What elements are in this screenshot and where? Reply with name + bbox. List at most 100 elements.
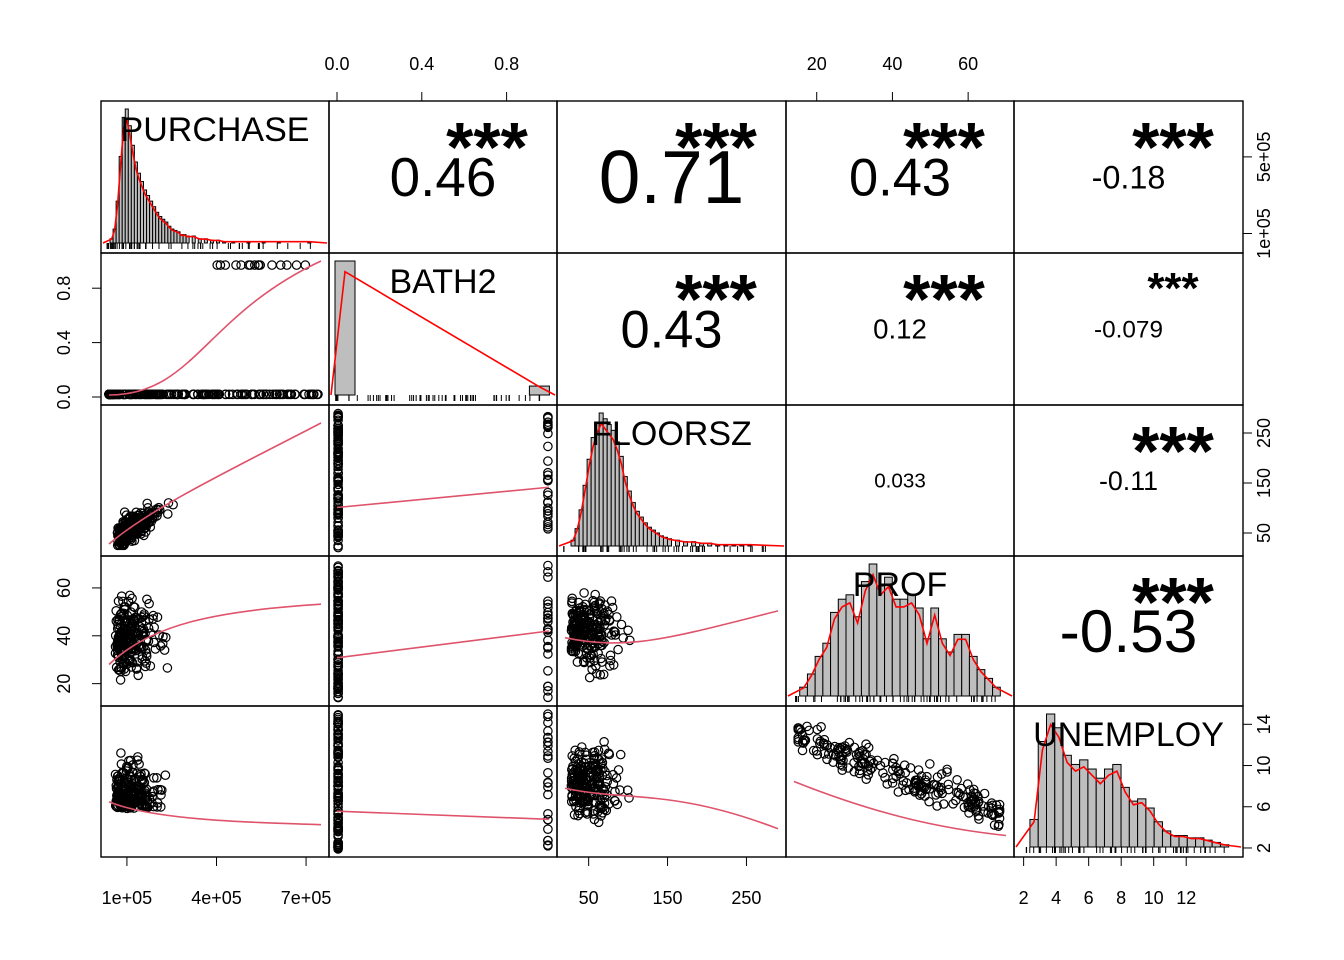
data-point [543, 503, 553, 513]
density-curve [1015, 722, 1242, 848]
data-point [333, 612, 343, 623]
data-point [118, 528, 128, 539]
data-point [122, 799, 133, 810]
data-point [333, 570, 343, 581]
data-point [922, 771, 932, 782]
significance-stars: *** [675, 108, 757, 186]
data-point [289, 389, 300, 400]
data-point [333, 603, 343, 613]
tick-label: 0.0 [324, 54, 349, 74]
data-point [312, 389, 322, 400]
data-point [543, 767, 553, 778]
data-point [616, 619, 627, 630]
scatter-points [112, 498, 178, 551]
data-point [837, 765, 848, 775]
data-point [333, 585, 343, 595]
data-point [148, 614, 158, 624]
data-point [942, 767, 952, 777]
data-point [149, 772, 159, 783]
data-point [134, 782, 144, 793]
data-point [793, 736, 803, 747]
data-point [143, 518, 153, 529]
tick-label: 14 [1254, 714, 1274, 734]
data-point [543, 635, 553, 646]
data-point [155, 641, 166, 651]
data-point [543, 523, 553, 534]
data-point [291, 260, 302, 270]
data-point [126, 774, 137, 785]
data-point [849, 742, 860, 753]
data-point [582, 809, 592, 819]
data-point [887, 765, 898, 775]
data-point [543, 737, 553, 748]
data-point [993, 808, 1004, 818]
data-point [543, 685, 553, 696]
data-point [613, 644, 623, 655]
tick-label: 50 [1254, 523, 1274, 543]
data-point [333, 749, 343, 760]
data-point [275, 260, 286, 270]
panel-frame [100, 252, 330, 406]
data-point [622, 785, 633, 795]
data-point [140, 389, 150, 400]
data-point [582, 638, 592, 648]
data-point [569, 772, 579, 782]
data-point [543, 470, 553, 480]
data-point [987, 800, 998, 811]
data-point [160, 770, 171, 780]
data-point [333, 589, 343, 600]
data-point [581, 750, 592, 760]
significance-stars: *** [1132, 412, 1214, 490]
data-point [136, 617, 147, 628]
data-point [948, 798, 958, 809]
data-point [812, 749, 823, 760]
data-point [333, 599, 343, 609]
data-point [812, 734, 823, 744]
data-point [576, 792, 587, 802]
correlation-value: -0.11 [1099, 466, 1158, 496]
variable-name-label: BATH2 [389, 263, 496, 301]
data-point [586, 763, 597, 773]
data-point [137, 644, 147, 654]
data-point [543, 441, 553, 452]
data-point [199, 389, 209, 400]
data-point [543, 808, 553, 819]
data-point [623, 625, 633, 636]
tick-label: 250 [731, 888, 761, 908]
data-point [131, 614, 142, 625]
panel-frame [328, 555, 558, 707]
data-point [333, 529, 343, 539]
data-point [126, 515, 136, 526]
data-point [141, 658, 151, 668]
smoother-line [564, 787, 779, 830]
data-point [282, 260, 292, 270]
histogram-bar [907, 594, 916, 697]
data-point [150, 389, 161, 400]
data-point [220, 389, 231, 400]
data-point [958, 791, 968, 802]
data-point [822, 754, 832, 765]
histogram-bar [853, 616, 862, 697]
data-point [130, 602, 140, 613]
data-point [589, 597, 599, 608]
data-point [140, 656, 150, 666]
data-point [139, 768, 150, 778]
histogram-bar [1029, 818, 1039, 848]
histogram-bar [1062, 754, 1072, 848]
data-point [144, 794, 155, 805]
data-point [543, 572, 553, 582]
data-point [126, 656, 136, 666]
data-point [333, 838, 343, 848]
data-point [148, 610, 159, 621]
scatter-points [110, 590, 173, 685]
significance-stars: *** [903, 260, 985, 338]
data-point [286, 389, 297, 400]
data-point [333, 686, 343, 697]
data-point [333, 654, 343, 665]
data-point [543, 782, 553, 792]
data-point [123, 775, 134, 785]
data-point [567, 641, 577, 652]
data-point [543, 641, 553, 652]
data-point [598, 669, 609, 680]
data-point [333, 490, 343, 501]
